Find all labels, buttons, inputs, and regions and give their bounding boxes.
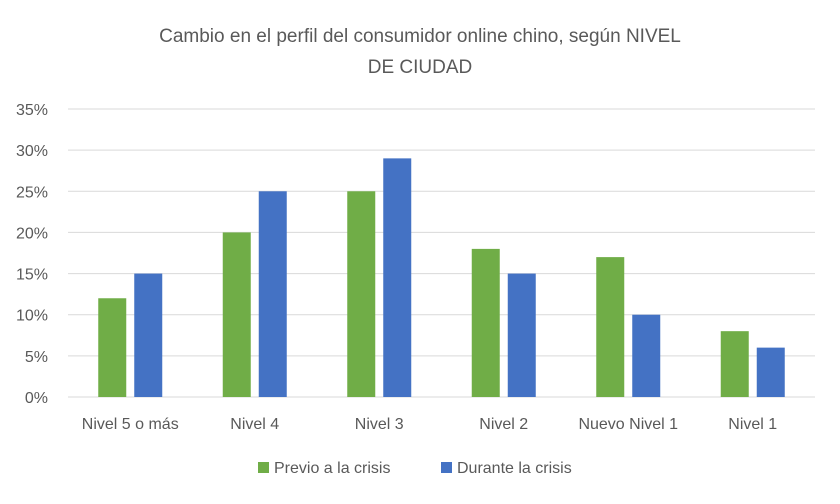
bar-durante [134,273,163,397]
x-tick-label: Nuevo Nivel 1 [578,416,678,433]
y-tick-label: 0% [25,390,48,407]
y-tick-label: 15% [16,267,48,284]
y-tick-label: 25% [16,184,48,201]
bar-previo [222,232,251,397]
x-tick-label: Nivel 3 [355,416,404,433]
y-tick-label: 10% [16,308,48,325]
legend-swatch [441,462,452,473]
bar-previo [596,257,625,397]
bar-durante [258,191,287,397]
x-tick-label: Nivel 4 [230,416,279,433]
bar-previo [347,191,376,397]
bar-durante [507,273,536,397]
x-tick-label: Nivel 5 o más [82,416,179,433]
bar-previo [720,331,749,397]
y-tick-label: 30% [16,143,48,160]
x-tick-label: Nivel 2 [479,416,528,433]
bar-durante [756,347,785,397]
bar-durante [383,158,412,397]
y-tick-label: 35% [16,102,48,119]
legend-label: Previo a la crisis [274,460,390,477]
y-tick-label: 20% [16,225,48,242]
chart-title-line1: Cambio en el perfil del consumidor onlin… [159,26,681,47]
bar-durante [632,314,661,397]
y-tick-label: 5% [25,349,48,366]
legend-swatch [258,462,269,473]
chart-title-line2: DE CIUDAD [368,57,473,78]
x-tick-label: Nivel 1 [728,416,777,433]
bar-previo [471,248,500,397]
legend-label: Durante la crisis [457,460,572,477]
bar-previo [98,298,127,397]
